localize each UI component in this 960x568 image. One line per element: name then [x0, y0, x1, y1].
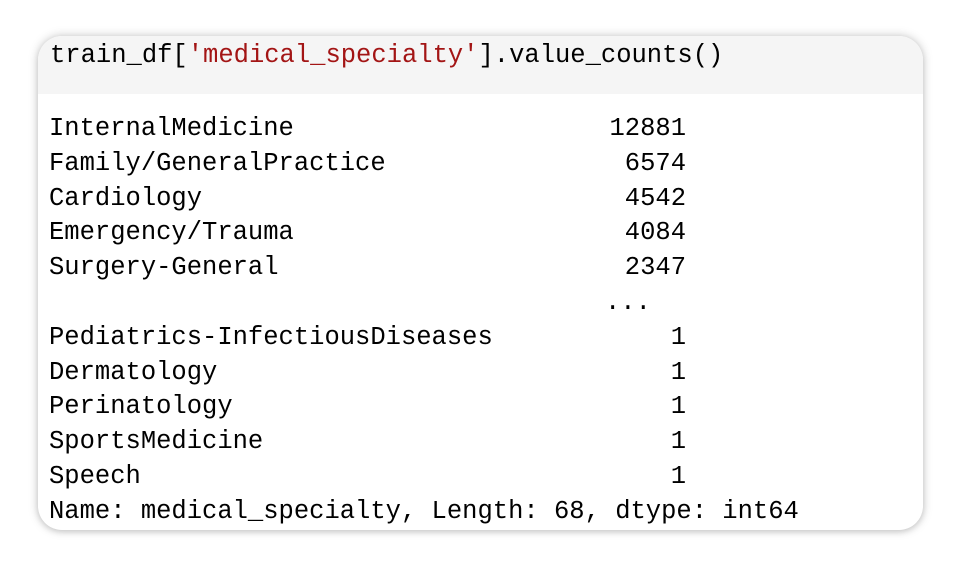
row-count: 4084	[624, 218, 686, 248]
output-row: Speech 1	[49, 460, 909, 495]
row-label: Dermatology	[49, 357, 218, 387]
ellipsis-row: ...	[49, 286, 909, 321]
row-label: Cardiology	[49, 183, 203, 213]
output-row: Perinatology 1	[49, 390, 909, 425]
code-string-literal: 'medical_specialty'	[187, 41, 479, 70]
series-footer-row: Name: medical_specialty, Length: 68, dty…	[49, 495, 909, 530]
cell-output: InternalMedicine 12881 Family/GeneralPra…	[49, 112, 909, 530]
row-count: 1	[670, 392, 686, 422]
row-label: InternalMedicine	[49, 114, 294, 143]
row-count: 1	[670, 357, 686, 387]
code-prefix: train_df[	[50, 41, 188, 70]
output-row: Dermatology 1	[49, 356, 909, 391]
row-label: Perinatology	[49, 392, 233, 422]
output-row: InternalMedicine 12881	[49, 112, 909, 147]
row-count: 12881	[609, 114, 686, 143]
truncation-ellipsis: ...	[605, 287, 651, 317]
row-label: Emergency/Trauma	[49, 218, 294, 248]
row-label: SportsMedicine	[49, 427, 264, 457]
row-label: Speech	[49, 461, 141, 491]
output-row: Surgery-General 2347	[49, 251, 909, 286]
row-count: 4542	[624, 183, 686, 213]
row-label: Surgery-General	[49, 253, 279, 283]
row-count: 2347	[624, 253, 686, 283]
row-label: Pediatrics-InfectiousDiseases	[49, 322, 493, 352]
row-count: 1	[670, 322, 686, 352]
output-row: Family/GeneralPractice 6574	[49, 147, 909, 182]
code-suffix: ].value_counts()	[478, 41, 724, 70]
output-row: SportsMedicine 1	[49, 425, 909, 460]
row-count: 1	[670, 427, 686, 457]
notebook-cell-card: train_df['medical_specialty'].value_coun…	[38, 36, 923, 530]
code-input-cell[interactable]: train_df['medical_specialty'].value_coun…	[38, 36, 923, 94]
output-row: Pediatrics-InfectiousDiseases 1	[49, 321, 909, 356]
row-label: Family/GeneralPractice	[49, 148, 386, 178]
output-row: Cardiology 4542	[49, 182, 909, 217]
row-count: 1	[670, 461, 686, 491]
code-line: train_df['medical_specialty'].value_coun…	[50, 41, 723, 71]
row-count: 6574	[624, 148, 686, 178]
series-footer: Name: medical_specialty, Length: 68, dty…	[49, 496, 799, 526]
output-row: Emergency/Trauma 4084	[49, 216, 909, 251]
